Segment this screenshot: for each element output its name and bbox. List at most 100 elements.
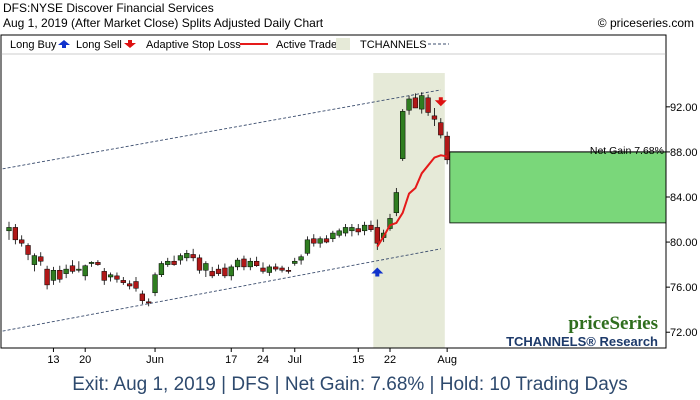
candle-body [215,268,222,274]
brand-logo: priceSeries [568,313,658,334]
candle-body [355,228,361,233]
candle-body [88,262,95,264]
candle-body [63,268,69,274]
y-tick-label: 76.00 [670,282,698,294]
candle-body [266,266,273,273]
x-tick-label: 24 [257,354,269,366]
candle-body [260,267,266,272]
candle-body [31,255,38,265]
candle-body [342,227,349,234]
buy-arrow-icon [58,40,70,48]
candle-body [50,269,57,281]
candle-body [304,239,311,254]
price-chart: Long Buy Long Sell Adaptive Stop Loss Ac… [0,34,698,366]
y-tick-label: 80.00 [670,237,698,249]
candle-body [25,245,31,255]
candle-body [12,227,18,241]
legend-long-sell: Long Sell [76,39,122,51]
y-tick-label: 92.00 [670,102,698,114]
candle-body [6,227,12,232]
x-tick-label: 13 [47,354,59,366]
candle-body [120,280,126,283]
candle-body [177,255,184,261]
x-tick-label: 17 [225,354,237,366]
candle-body [76,268,82,271]
candle-body [165,260,171,265]
candle-body [228,266,234,277]
candle-body [279,267,285,271]
channel-lower-line [2,248,441,332]
x-tick-label: 20 [79,354,91,366]
candle-body [190,254,196,259]
candle-body [107,274,114,278]
legend-long-buy: Long Buy [10,39,57,51]
legend-active-trade: Active Trade [276,39,337,51]
candle-body [114,275,120,280]
chart-subtitle: Aug 1, 2019 (After Market Close) Splits … [3,16,324,30]
long-buy-arrow-icon [371,267,384,277]
candle-body [209,271,215,277]
y-tick-label: 72.00 [670,327,698,339]
candle-body [57,269,63,280]
candle-body [127,283,133,287]
x-tick-label: Aug [437,354,457,366]
candle-body [146,301,152,304]
candle-body [234,259,241,268]
net-gain-label: Net Gain 7.68% [590,145,664,157]
candle-body [152,274,158,294]
candle-body [317,238,323,244]
candle-body [285,269,292,272]
candle-body [368,224,374,230]
candle-body [323,238,330,243]
candle-body [241,258,247,268]
candle-body [444,135,450,161]
candle-body [158,263,165,276]
candle-body [292,260,298,264]
candle-body [203,263,209,271]
candle-body [247,260,253,268]
candle-body [19,239,25,244]
sell-arrow-icon [124,40,136,48]
candle-body [184,253,190,259]
candle-body [330,232,336,239]
candle-body [400,111,406,159]
y-tick-label: 84.00 [670,192,698,204]
candle-body [222,267,228,277]
candle-body [311,238,317,244]
candle-body [139,293,145,301]
trade-summary: Exit: Aug 1, 2019 | DFS | Net Gain: 7.68… [72,374,628,395]
candle-body [196,257,203,271]
y-tick-label: 88.00 [670,147,698,159]
candle-body [431,115,438,120]
candle-body [101,271,107,281]
candle-body [393,192,400,214]
brand-research: TCHANNELS® Research [506,334,658,349]
x-tick-label: 22 [384,354,396,366]
legend-stop-loss: Adaptive Stop Loss [146,39,241,51]
candle-body [438,122,444,136]
candle-body [336,230,342,236]
candle-body [349,227,355,232]
candle-body [406,98,412,111]
net-gain-box [449,151,667,224]
channel-upper-line [2,89,441,170]
candle-body [425,97,431,113]
x-tick-label: 15 [352,354,364,366]
x-tick-label: Jun [146,354,164,366]
adaptive-stop-loss-line [376,154,448,248]
candle-body [171,260,177,265]
chart-legend: Long Buy Long Sell Adaptive Stop Loss Ac… [10,38,449,51]
chart-title: DFS:NYSE Discover Financial Services [3,1,214,15]
candle-body [69,265,76,272]
candle-body [273,266,279,270]
candle-body [298,256,304,261]
candle-body [254,260,260,266]
candle-body [95,262,101,265]
candle-body [361,224,368,232]
candle-body [374,227,380,244]
legend-tchannels: TCHANNELS [360,39,427,51]
x-tick-label: Jul [288,354,302,366]
plot-frame [0,34,667,349]
active-trade-swatch [336,38,350,50]
candle-body [44,268,50,286]
